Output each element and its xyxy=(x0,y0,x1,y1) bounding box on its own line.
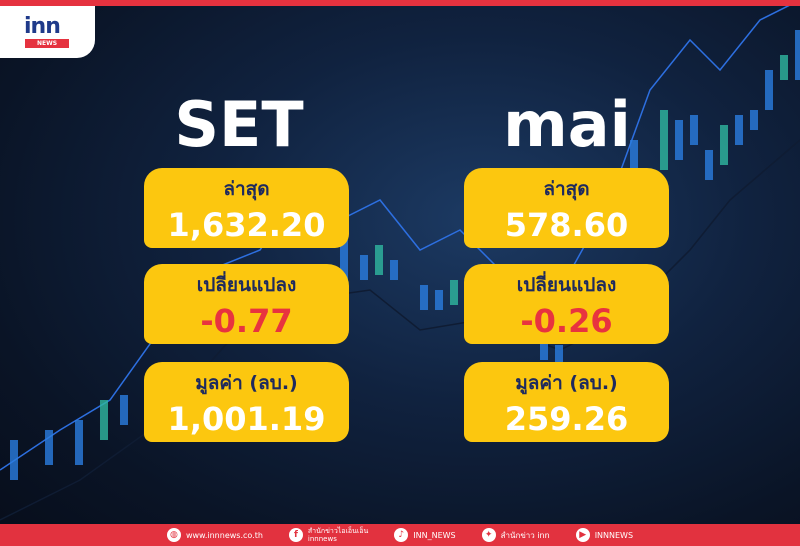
candle xyxy=(705,150,713,180)
tiktok-link[interactable]: ♪ INN_NEWS xyxy=(394,528,456,542)
mai-value-card: มูลค่า (ลบ.) 259.26 xyxy=(464,362,669,442)
facebook-icon: f xyxy=(288,528,303,542)
mai-change-value: -0.26 xyxy=(520,302,613,340)
logo-subtext: NEWS xyxy=(25,39,69,48)
set-value-card: มูลค่า (ลบ.) 1,001.19 xyxy=(144,362,349,442)
mai-change-label: เปลี่ยนแปลง xyxy=(516,274,617,296)
candle xyxy=(450,280,458,305)
website-text: www.innnews.co.th xyxy=(185,530,263,540)
candle xyxy=(750,110,758,130)
logo-text: inn xyxy=(24,14,61,39)
set-latest-card: ล่าสุด 1,632.20 xyxy=(144,168,349,248)
candle xyxy=(120,395,128,425)
tiktok-icon: ♪ xyxy=(394,528,409,542)
mai-latest-value: 578.60 xyxy=(504,206,629,244)
tiktok-handle: INN_NEWS xyxy=(413,530,456,540)
set-change-label: เปลี่ยนแปลง xyxy=(196,274,297,296)
candle xyxy=(735,115,743,145)
candle xyxy=(555,345,563,365)
candle xyxy=(720,125,728,165)
candle xyxy=(435,290,443,310)
candle xyxy=(540,330,548,360)
mai-value-value: 259.26 xyxy=(504,400,629,438)
set-change-card: เปลี่ยนแปลง -0.77 xyxy=(144,264,349,344)
candle xyxy=(45,430,53,465)
youtube-icon: ▶ xyxy=(575,528,590,542)
mai-title: mai xyxy=(503,88,631,161)
facebook-name: สำนักข่าวไอเอ็นเอ็น xyxy=(307,527,369,535)
candle xyxy=(10,440,18,480)
candle xyxy=(75,420,83,465)
set-latest-value: 1,632.20 xyxy=(167,206,326,244)
candle xyxy=(660,110,668,170)
set-value-value: 1,001.19 xyxy=(167,400,326,438)
twitter-icon: ✦ xyxy=(481,528,496,542)
youtube-handle: INNNEWS xyxy=(594,530,634,540)
candle xyxy=(340,240,348,280)
footer-bar: ◍ www.innnews.co.th f สำนักข่าวไอเอ็นเอ็น i… xyxy=(0,524,800,546)
candle xyxy=(100,400,108,440)
youtube-link[interactable]: ▶ INNNEWS xyxy=(575,528,634,542)
globe-icon: ◍ xyxy=(166,528,181,542)
inn-news-logo: inn NEWS xyxy=(0,0,95,58)
facebook-link[interactable]: f สำนักข่าวไอเอ็นเอ็น innnews xyxy=(288,527,369,543)
candle xyxy=(795,30,800,80)
website-link[interactable]: ◍ www.innnews.co.th xyxy=(166,528,263,542)
top-accent-bar xyxy=(0,0,800,6)
set-title: SET xyxy=(174,88,304,161)
mai-change-card: เปลี่ยนแปลง -0.26 xyxy=(464,264,669,344)
candle xyxy=(690,115,698,145)
set-value-label: มูลค่า (ลบ.) xyxy=(195,372,298,394)
candle xyxy=(675,120,683,160)
set-latest-label: ล่าสุด xyxy=(223,178,270,200)
candle xyxy=(765,70,773,110)
mai-latest-label: ล่าสุด xyxy=(543,178,590,200)
twitter-link[interactable]: ✦ สำนักข่าว inn xyxy=(481,528,550,542)
mai-value-label: มูลค่า (ลบ.) xyxy=(515,372,618,394)
candle xyxy=(780,55,788,80)
twitter-handle: สำนักข่าว inn xyxy=(500,530,550,540)
candle xyxy=(375,245,383,275)
set-change-value: -0.77 xyxy=(200,302,293,340)
candle xyxy=(390,260,398,280)
candle xyxy=(360,255,368,280)
facebook-handle: innnews xyxy=(307,535,337,543)
candle xyxy=(420,285,428,310)
mai-latest-card: ล่าสุด 578.60 xyxy=(464,168,669,248)
